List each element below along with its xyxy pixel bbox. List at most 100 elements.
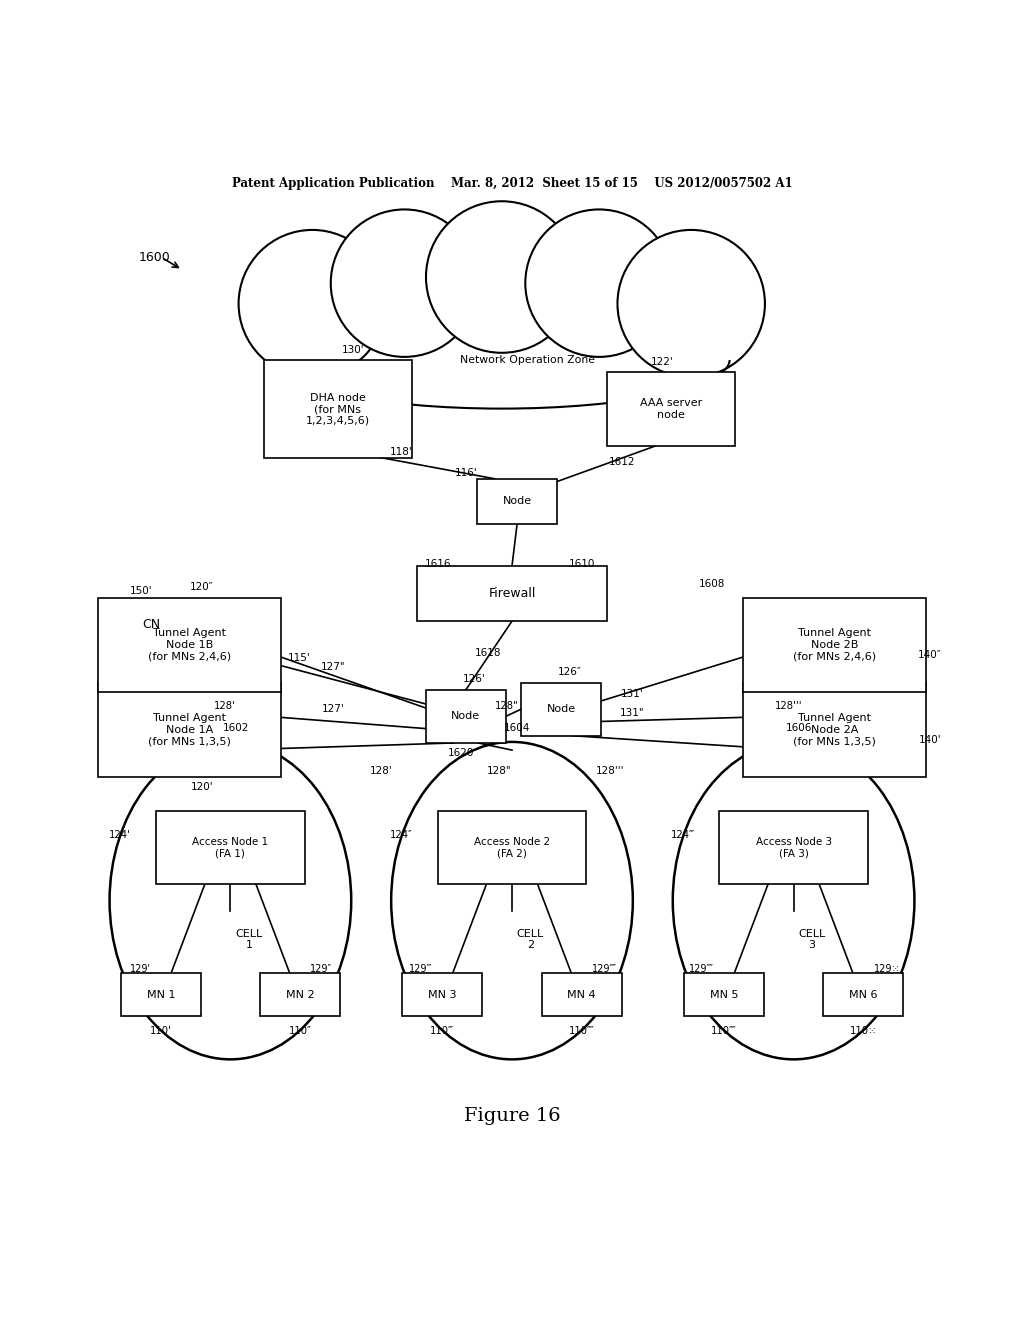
- Text: 129': 129': [129, 964, 151, 974]
- Text: 110⁙: 110⁙: [850, 1026, 877, 1036]
- FancyBboxPatch shape: [157, 810, 305, 884]
- Circle shape: [239, 230, 386, 378]
- FancyBboxPatch shape: [264, 360, 412, 458]
- Text: 116': 116': [455, 467, 477, 478]
- FancyBboxPatch shape: [426, 689, 506, 743]
- Text: 131": 131": [620, 709, 644, 718]
- Text: 1610: 1610: [568, 558, 595, 569]
- Text: 128": 128": [495, 701, 519, 711]
- Text: 124‴: 124‴: [671, 830, 695, 840]
- Text: 126″: 126″: [557, 668, 582, 677]
- Text: 1602: 1602: [222, 722, 249, 733]
- Circle shape: [617, 230, 765, 378]
- Text: AAA server
node: AAA server node: [640, 399, 701, 420]
- Text: CELL
1: CELL 1: [236, 929, 262, 950]
- Text: 118': 118': [390, 447, 413, 457]
- Text: 1608: 1608: [698, 579, 725, 589]
- FancyBboxPatch shape: [260, 973, 340, 1016]
- Text: 128''': 128''': [775, 701, 802, 711]
- Text: MN 5: MN 5: [710, 990, 738, 999]
- FancyBboxPatch shape: [98, 682, 281, 776]
- Text: 120': 120': [190, 781, 213, 792]
- Text: 115': 115': [288, 653, 310, 663]
- Text: 1616: 1616: [425, 558, 452, 569]
- Text: MN 2: MN 2: [286, 990, 314, 999]
- Text: 1620: 1620: [447, 748, 474, 758]
- Text: MN 4: MN 4: [567, 990, 596, 999]
- Text: 120″: 120″: [189, 582, 214, 593]
- Text: 140': 140': [919, 735, 941, 744]
- Text: Patent Application Publication    Mar. 8, 2012  Sheet 15 of 15    US 2012/005750: Patent Application Publication Mar. 8, 2…: [231, 177, 793, 190]
- FancyBboxPatch shape: [117, 602, 186, 647]
- Text: 129‴: 129‴: [409, 964, 432, 974]
- Text: 124': 124': [109, 830, 131, 840]
- FancyBboxPatch shape: [743, 682, 926, 776]
- Text: 130': 130': [342, 345, 365, 355]
- Text: Tunnel Agent
Node 2A
(for MNs 1,3,5): Tunnel Agent Node 2A (for MNs 1,3,5): [794, 713, 876, 746]
- Text: Tunnel Agent
Node 1A
(for MNs 1,3,5): Tunnel Agent Node 1A (for MNs 1,3,5): [148, 713, 230, 746]
- Circle shape: [525, 210, 673, 356]
- Text: CELL
2: CELL 2: [517, 929, 544, 950]
- FancyBboxPatch shape: [477, 479, 557, 524]
- Text: MN 6: MN 6: [849, 990, 878, 999]
- Text: CN: CN: [142, 618, 161, 631]
- Text: 127": 127": [321, 663, 345, 672]
- Text: Node: Node: [547, 704, 575, 714]
- Text: 129″: 129″: [310, 964, 333, 974]
- Text: 1606: 1606: [785, 722, 812, 733]
- Text: 1612: 1612: [608, 457, 635, 467]
- FancyBboxPatch shape: [98, 598, 281, 692]
- Text: 110⁗: 110⁗: [711, 1026, 737, 1036]
- FancyBboxPatch shape: [684, 973, 764, 1016]
- Text: Node: Node: [503, 496, 531, 507]
- Text: MN 3: MN 3: [428, 990, 457, 999]
- Text: Figure 16: Figure 16: [464, 1106, 560, 1125]
- Text: 129⁗: 129⁗: [592, 964, 616, 974]
- Circle shape: [331, 210, 478, 356]
- Text: 110‴: 110‴: [430, 1026, 455, 1036]
- Text: Access Node 1
(FA 1): Access Node 1 (FA 1): [193, 837, 268, 858]
- FancyBboxPatch shape: [521, 682, 601, 735]
- Polygon shape: [246, 286, 758, 374]
- FancyBboxPatch shape: [438, 810, 586, 884]
- FancyBboxPatch shape: [418, 566, 606, 622]
- Text: 110″: 110″: [289, 1026, 311, 1036]
- Text: Node: Node: [452, 711, 480, 721]
- Text: 1618: 1618: [475, 648, 502, 657]
- FancyBboxPatch shape: [823, 973, 903, 1016]
- FancyBboxPatch shape: [743, 598, 926, 692]
- Text: Tunnel Agent
Node 2B
(for MNs 2,4,6): Tunnel Agent Node 2B (for MNs 2,4,6): [793, 628, 877, 661]
- Text: Tunnel Agent
Node 1B
(for MNs 2,4,6): Tunnel Agent Node 1B (for MNs 2,4,6): [147, 628, 231, 661]
- Text: 1604: 1604: [504, 722, 530, 733]
- Circle shape: [426, 201, 578, 352]
- FancyBboxPatch shape: [542, 973, 622, 1016]
- Text: DHA node
(for MNs
1,2,3,4,5,6): DHA node (for MNs 1,2,3,4,5,6): [306, 392, 370, 426]
- Text: MN 1: MN 1: [146, 990, 175, 999]
- Text: 110⁗: 110⁗: [568, 1026, 595, 1036]
- FancyBboxPatch shape: [121, 973, 201, 1016]
- Text: Network Operation Zone: Network Operation Zone: [460, 355, 595, 364]
- Text: 127': 127': [322, 704, 344, 714]
- Text: 1600: 1600: [138, 251, 170, 264]
- Text: Firewall: Firewall: [488, 587, 536, 599]
- Text: CELL
3: CELL 3: [799, 929, 825, 950]
- Text: 122': 122': [651, 356, 674, 367]
- Text: 140″: 140″: [918, 649, 942, 660]
- Text: Access Node 3
(FA 3): Access Node 3 (FA 3): [756, 837, 831, 858]
- Text: 129⁗: 129⁗: [689, 964, 714, 974]
- Text: 128": 128": [486, 766, 511, 776]
- Text: Access Node 2
(FA 2): Access Node 2 (FA 2): [474, 837, 550, 858]
- Text: 126': 126': [463, 675, 485, 685]
- FancyBboxPatch shape: [719, 810, 868, 884]
- Ellipse shape: [276, 310, 727, 403]
- FancyBboxPatch shape: [606, 372, 735, 446]
- Text: 110': 110': [150, 1026, 172, 1036]
- Text: 131': 131': [621, 689, 643, 698]
- Text: 128': 128': [370, 766, 392, 776]
- Text: 128': 128': [214, 701, 237, 711]
- Text: 128''': 128''': [596, 766, 625, 776]
- Text: 129⁙: 129⁙: [873, 964, 900, 974]
- Text: 150': 150': [130, 586, 153, 597]
- Text: 124″: 124″: [390, 830, 413, 840]
- FancyBboxPatch shape: [402, 973, 482, 1016]
